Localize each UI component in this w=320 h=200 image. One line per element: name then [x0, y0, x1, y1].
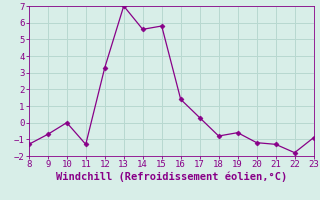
X-axis label: Windchill (Refroidissement éolien,°C): Windchill (Refroidissement éolien,°C): [56, 172, 287, 182]
